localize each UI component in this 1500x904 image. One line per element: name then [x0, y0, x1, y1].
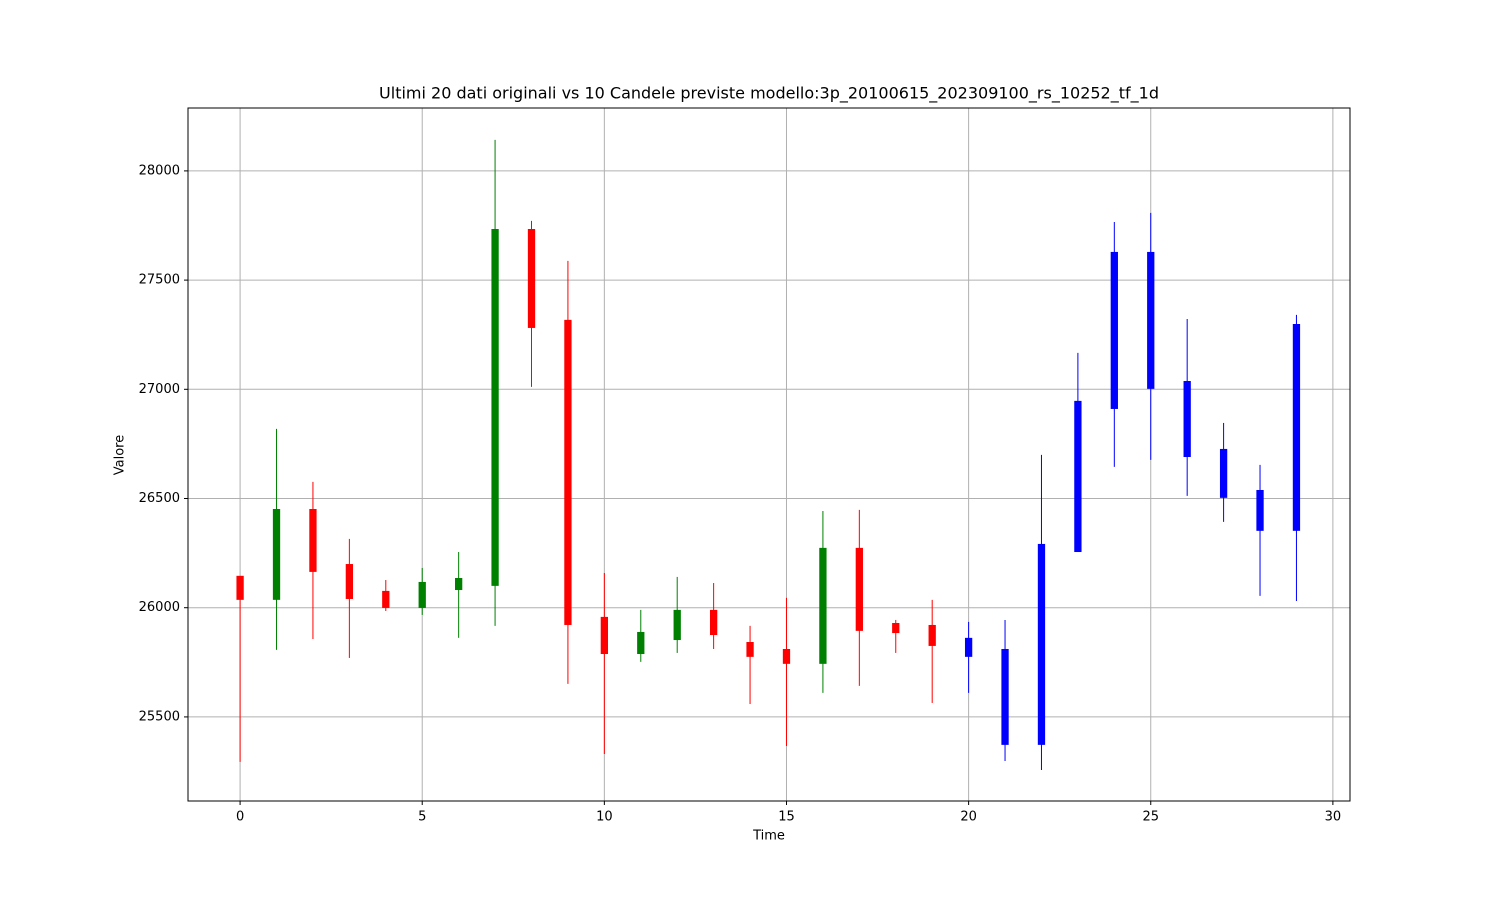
x-tick-label: 0	[236, 810, 244, 825]
candle-body	[637, 631, 645, 655]
y-tick-label: 27000	[139, 382, 180, 397]
x-tick-label: 30	[1325, 810, 1342, 825]
candle-body	[491, 228, 499, 586]
candle-body	[382, 590, 390, 608]
candle-body	[673, 609, 681, 641]
x-tick-label: 15	[778, 810, 795, 825]
candle-body	[1256, 489, 1264, 531]
candle-body	[928, 624, 936, 646]
candle-body	[1219, 448, 1228, 498]
candle-body	[746, 642, 754, 657]
candle-body	[709, 609, 718, 636]
y-tick-label: 26500	[139, 491, 180, 506]
candle-body	[1110, 251, 1118, 409]
candle-body	[418, 581, 426, 608]
chart-title: Ultimi 20 dati originali vs 10 Candele p…	[379, 84, 1159, 104]
plot-frame	[187, 107, 1351, 802]
candle-body	[1147, 251, 1155, 389]
candle-body	[1001, 648, 1009, 745]
candle-body	[1183, 381, 1191, 458]
y-tick-label: 25500	[139, 709, 180, 724]
x-axis-label: Time	[752, 829, 785, 844]
candle-body	[1292, 324, 1301, 531]
candle-body	[964, 637, 973, 657]
y-tick-label: 28000	[139, 163, 180, 178]
candle-body	[455, 578, 463, 591]
candle-body	[309, 508, 317, 572]
candle-body	[600, 616, 608, 655]
y-axis-label: Valore	[113, 435, 128, 475]
x-tick-label: 10	[596, 810, 613, 825]
x-tick-label: 20	[960, 810, 977, 825]
candle-body	[345, 564, 354, 599]
candle-body	[527, 228, 536, 328]
candle-body	[782, 648, 791, 664]
candle-body	[1037, 543, 1046, 745]
candle-body	[564, 319, 572, 625]
candle-body	[1074, 400, 1082, 553]
x-tick-label: 5	[418, 810, 426, 825]
x-tick-label: 25	[1142, 810, 1159, 825]
candle-body	[855, 547, 863, 631]
y-tick-label: 26000	[139, 600, 180, 615]
candle-body	[892, 622, 900, 634]
candle-body	[272, 508, 281, 600]
candle-body	[819, 547, 827, 664]
candle-body	[236, 575, 244, 600]
y-tick-label: 27500	[139, 273, 180, 288]
